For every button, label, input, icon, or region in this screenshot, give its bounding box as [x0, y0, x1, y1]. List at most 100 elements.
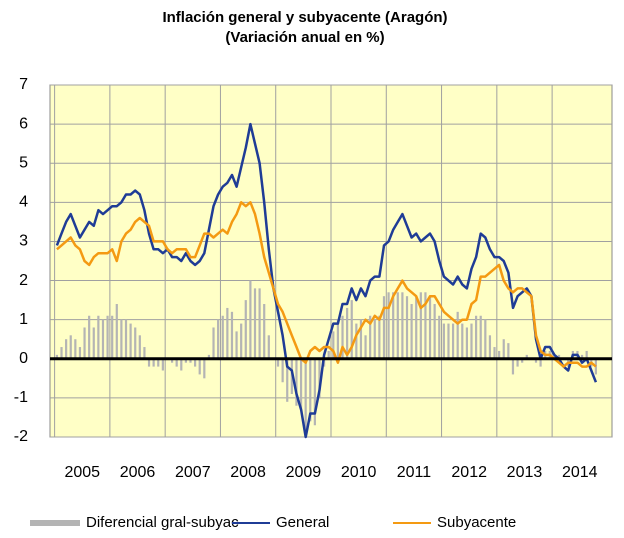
bar — [138, 335, 141, 359]
bar — [65, 339, 68, 359]
bar — [304, 358, 307, 434]
bar — [488, 335, 492, 359]
x-tick-label: 2008 — [230, 464, 266, 481]
x-tick-label: 2006 — [120, 464, 156, 481]
legend-label: Subyacente — [437, 514, 516, 531]
bar — [493, 347, 496, 359]
x-tick-label: 2012 — [451, 464, 487, 481]
bar — [373, 319, 376, 359]
y-tick-label: 2 — [19, 272, 28, 289]
bar — [507, 343, 510, 359]
y-tick-label: 0 — [19, 350, 28, 367]
bar — [415, 296, 418, 359]
bar — [207, 354, 211, 359]
bar — [143, 347, 146, 359]
bar — [129, 323, 132, 359]
bar — [405, 296, 409, 359]
bar — [180, 358, 183, 371]
bar — [230, 311, 234, 359]
bar — [442, 323, 445, 359]
bar — [521, 358, 524, 363]
bar — [74, 339, 77, 359]
bar — [470, 323, 473, 359]
y-tick-label: -2 — [14, 428, 28, 445]
bar — [78, 347, 82, 359]
bar — [392, 292, 395, 359]
bar — [313, 358, 316, 426]
x-tick-label: 2010 — [341, 464, 377, 481]
y-tick-label: 1 — [19, 311, 28, 328]
y-tick-label: 5 — [19, 154, 28, 171]
bar — [203, 358, 206, 379]
bar — [175, 358, 178, 367]
bar — [502, 339, 505, 359]
bar — [194, 358, 197, 367]
bar — [465, 327, 468, 359]
bar — [557, 354, 561, 359]
bar — [309, 358, 312, 422]
bar — [553, 354, 556, 359]
bar — [539, 358, 542, 367]
bar — [276, 358, 280, 367]
y-tick-label: 7 — [19, 76, 28, 93]
bar — [346, 307, 349, 359]
bar — [281, 358, 284, 383]
bar — [60, 347, 63, 359]
bar — [258, 288, 261, 359]
bar — [410, 304, 413, 359]
bar — [244, 300, 247, 359]
bar — [456, 311, 459, 359]
y-tick-label: -1 — [14, 389, 28, 406]
x-tick-label: 2013 — [507, 464, 543, 481]
x-tick-label: 2014 — [562, 464, 598, 481]
bar — [359, 319, 363, 359]
bar — [286, 358, 289, 402]
line — [56, 201, 597, 368]
bar — [378, 315, 381, 359]
y-tick-label: 3 — [19, 233, 28, 250]
bar — [299, 358, 303, 410]
bar — [534, 358, 538, 363]
x-tick-label: 2011 — [397, 464, 432, 481]
bar — [461, 323, 464, 359]
x-tick-label: 2005 — [64, 464, 100, 481]
bar — [424, 292, 427, 359]
bar — [124, 319, 128, 359]
bar — [419, 292, 422, 359]
bar — [364, 335, 367, 359]
bar — [267, 335, 270, 359]
bar — [134, 327, 137, 359]
bar — [327, 350, 330, 359]
bar — [83, 327, 86, 359]
bar — [475, 315, 478, 359]
bar — [498, 350, 501, 359]
bar — [433, 304, 436, 359]
bar — [235, 331, 238, 359]
bar — [350, 300, 353, 359]
bar — [484, 319, 487, 359]
chart-title: Inflación general y subyacente (Aragón) — [162, 9, 447, 26]
legend-swatch — [30, 520, 80, 526]
bar — [355, 323, 358, 359]
bar — [401, 292, 404, 359]
bar — [516, 358, 519, 367]
bar — [198, 358, 201, 375]
bar — [438, 315, 441, 359]
bar — [451, 323, 455, 359]
bar — [120, 319, 123, 359]
bar — [170, 358, 174, 363]
bar — [382, 296, 386, 359]
bar — [226, 307, 229, 359]
bar — [295, 358, 298, 406]
bar — [115, 304, 118, 359]
bar — [157, 358, 160, 367]
bar — [447, 323, 450, 359]
bar — [479, 315, 482, 359]
bar — [580, 354, 584, 359]
bar — [511, 358, 515, 375]
bar — [101, 319, 105, 359]
bar — [585, 350, 588, 359]
bar — [396, 292, 399, 359]
bar — [88, 315, 91, 359]
